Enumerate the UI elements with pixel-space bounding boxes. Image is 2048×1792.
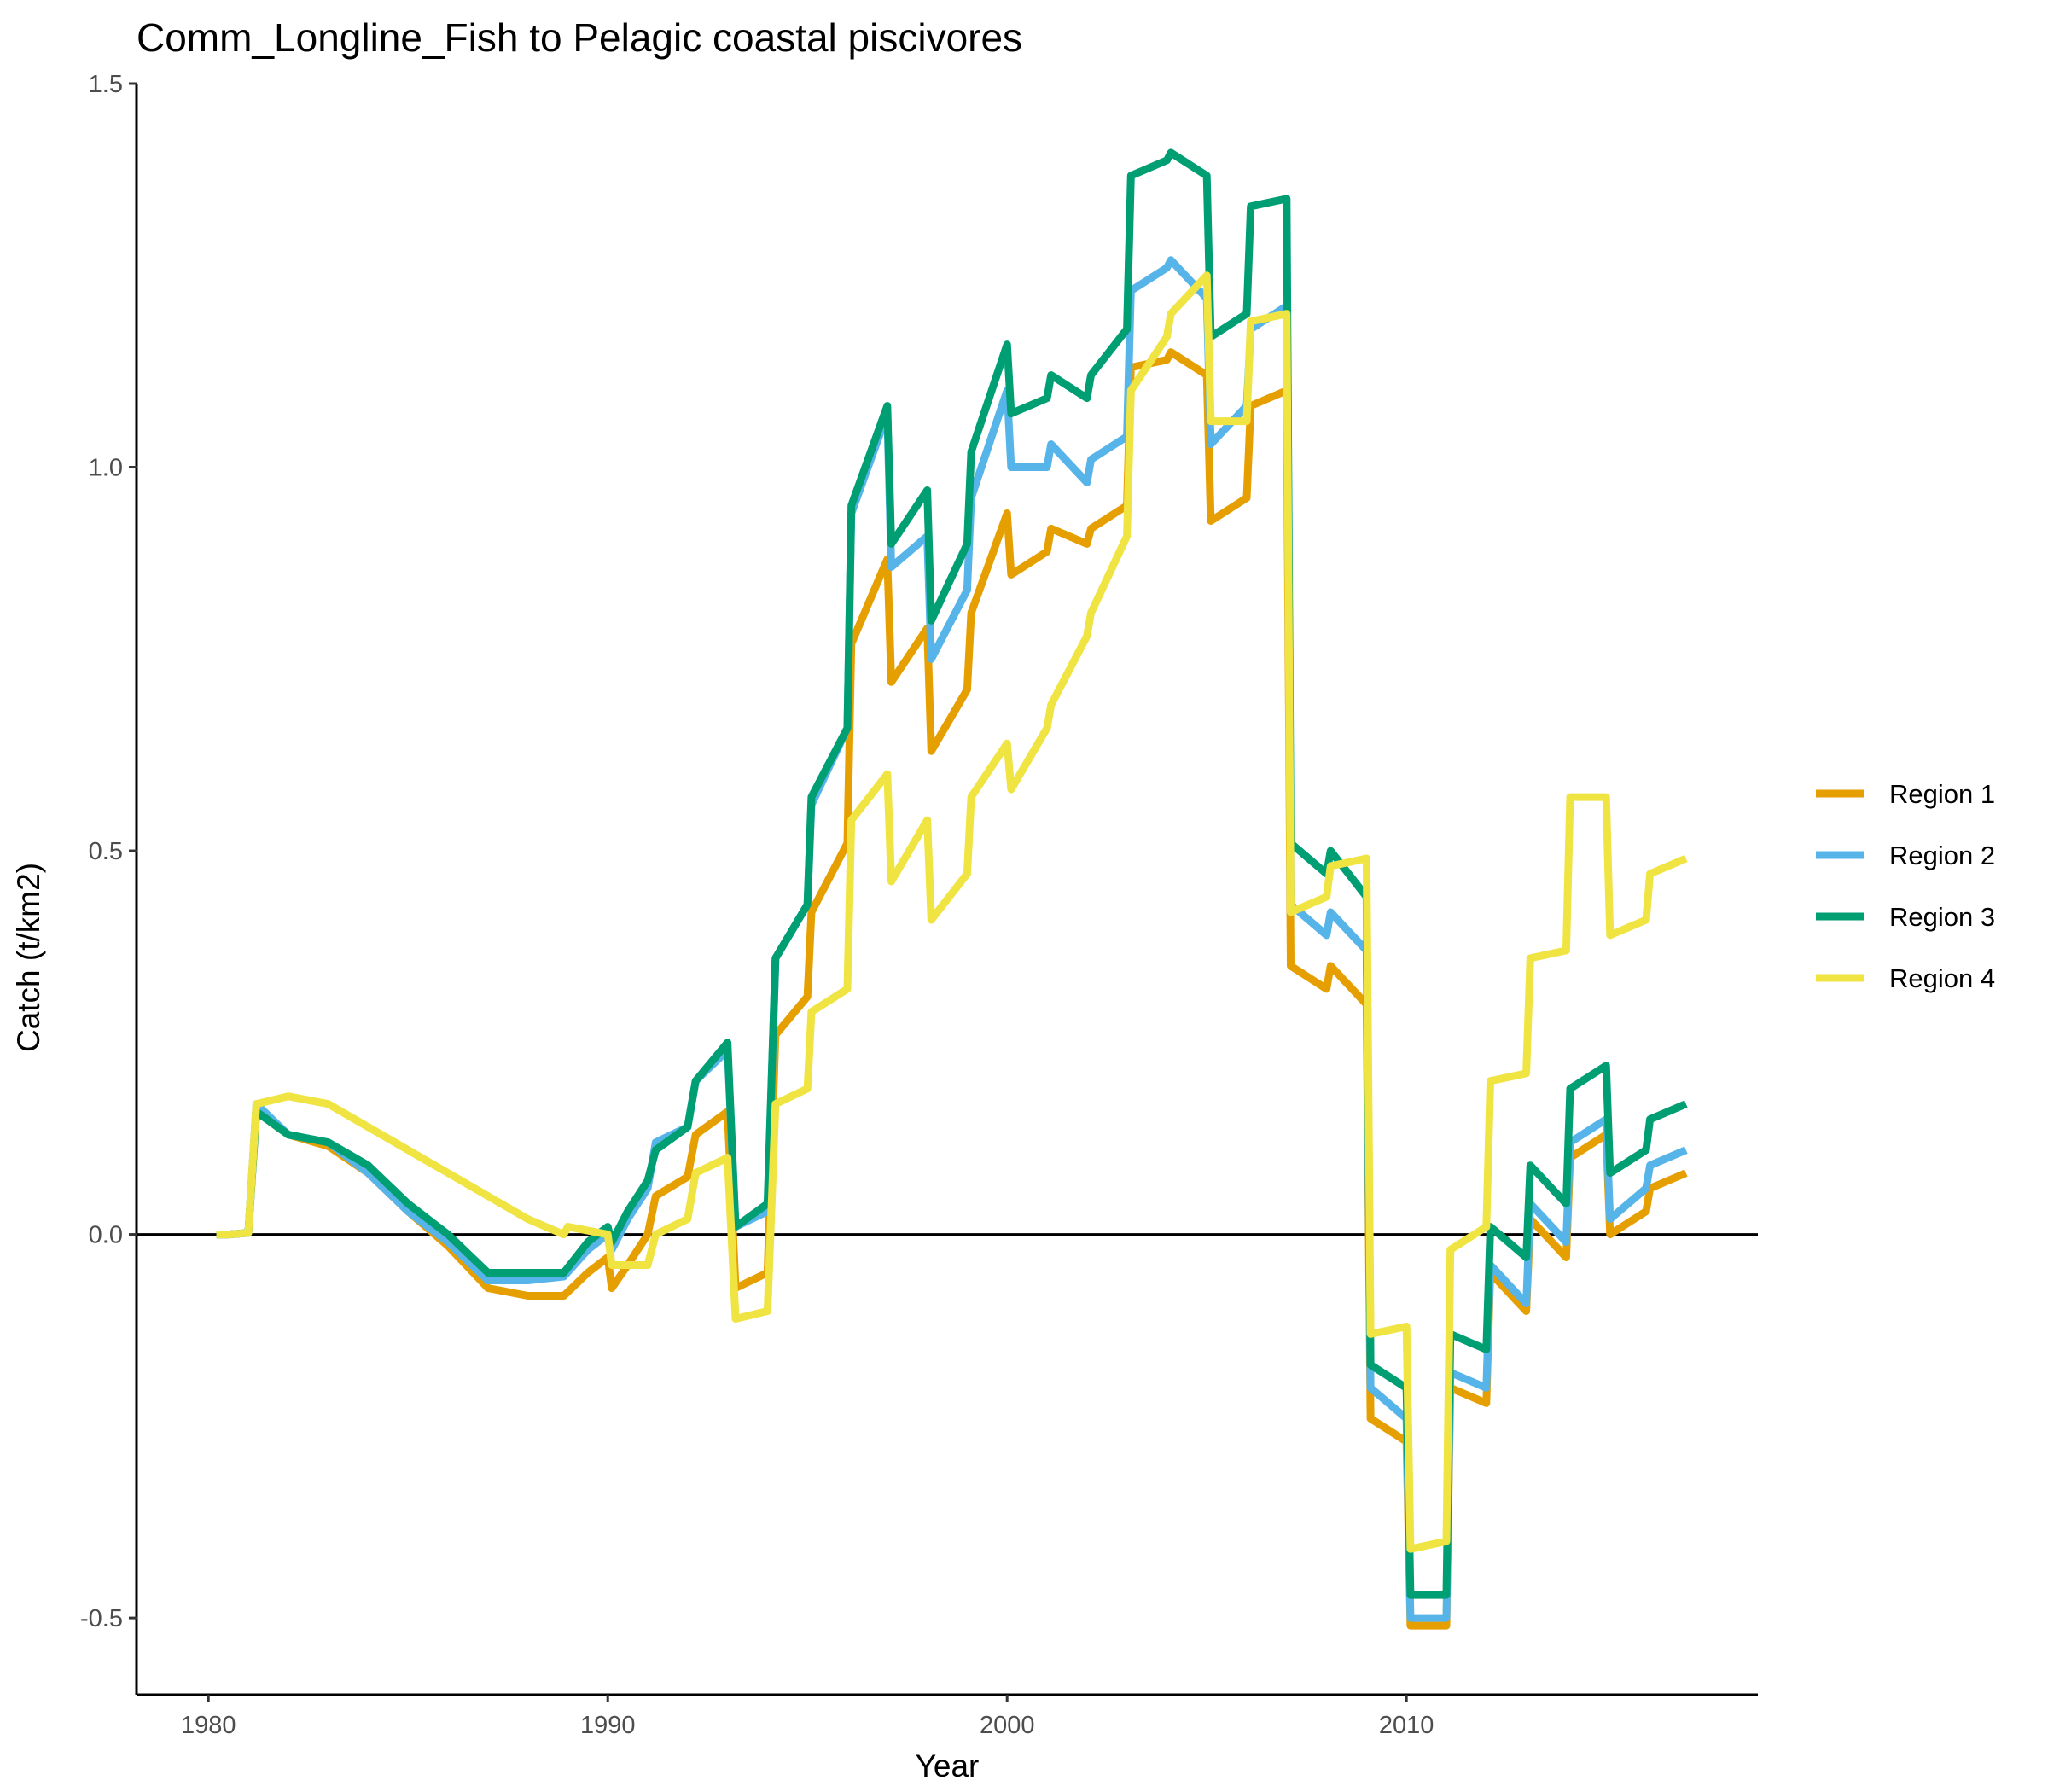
legend-label-region-4: Region 4	[1889, 963, 1995, 993]
legend: Region 1 Region 2 Region 3 Region 4	[1816, 779, 1995, 993]
series-lines	[216, 148, 1688, 1630]
y-axis-title: Catch (t/km2)	[11, 863, 46, 1052]
x-tick-label: 1980	[181, 1712, 236, 1739]
y-tick-label: 0.0	[89, 1222, 123, 1249]
x-tick-label: 1990	[580, 1712, 636, 1739]
legend-label-region-2: Region 2	[1889, 841, 1995, 870]
legend-label-region-1: Region 1	[1889, 779, 1995, 809]
y-tick-label: 1.5	[89, 71, 123, 98]
series-line-region-1	[216, 348, 1688, 1630]
chart-title: Comm_Longline_Fish to Pelagic coastal pi…	[137, 15, 1022, 60]
x-tick-label: 2010	[1379, 1712, 1434, 1739]
x-tick-label: 2000	[980, 1712, 1035, 1739]
legend-label-region-3: Region 3	[1889, 902, 1995, 932]
series-line-region-2	[216, 256, 1688, 1622]
series-line-region-4	[216, 271, 1688, 1553]
x-axis: 1980 1990 2000 2010	[137, 1693, 1758, 1739]
y-axis: -0.5 0.0 0.5 1.0 1.5	[80, 71, 138, 1695]
y-tick-label: -0.5	[80, 1605, 123, 1632]
y-tick-label: 0.5	[89, 838, 123, 865]
x-axis-title: Year	[916, 1748, 980, 1783]
y-tick-label: 1.0	[89, 455, 123, 482]
